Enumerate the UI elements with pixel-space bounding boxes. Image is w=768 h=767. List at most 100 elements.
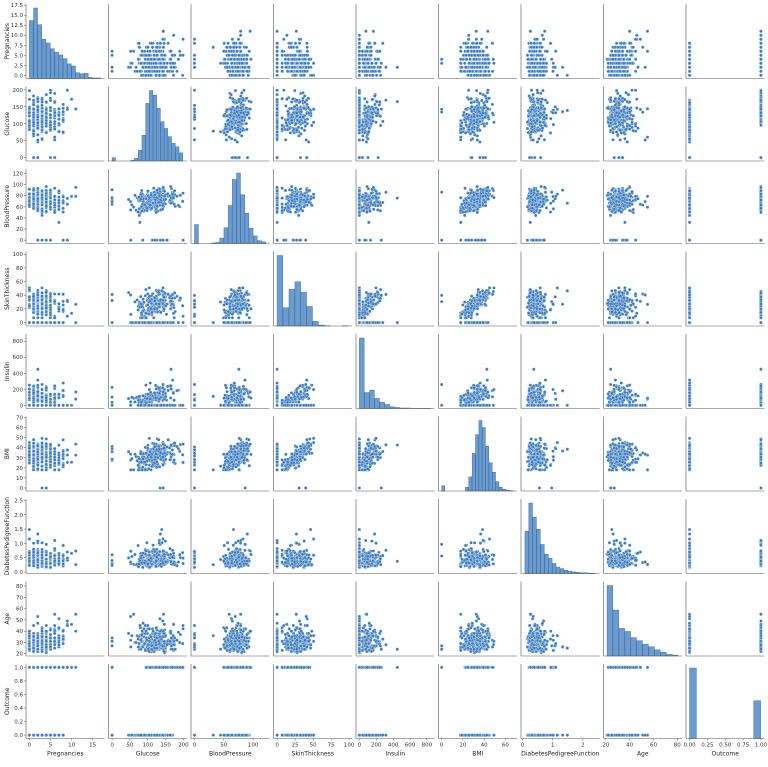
hist-bar <box>176 147 179 161</box>
scatter-point <box>172 34 175 37</box>
scatter-point <box>467 125 470 128</box>
hist-bar <box>80 74 84 79</box>
scatter-point <box>483 104 486 107</box>
scatter-point <box>487 70 490 73</box>
scatter-point <box>478 120 481 123</box>
scatter-point <box>171 192 174 195</box>
y-axis-label: BloodPressure <box>4 185 11 228</box>
scatter-point <box>49 196 52 199</box>
scatter-point <box>132 50 135 53</box>
hist-bar <box>153 95 156 161</box>
scatter-point <box>70 98 73 101</box>
scatter-point <box>45 185 48 188</box>
scatter-point <box>193 58 196 61</box>
hist-bar <box>164 128 167 161</box>
scatter-point <box>178 50 181 53</box>
scatter-point <box>45 239 48 242</box>
scatter-point <box>45 201 48 204</box>
scatter-point <box>644 66 647 69</box>
scatter-point <box>632 114 635 117</box>
scatter-point <box>181 192 184 195</box>
scatter-point <box>613 156 616 159</box>
scatter-point <box>470 97 473 100</box>
scatter-point <box>163 195 166 198</box>
panel-Pregnancies-vs-Glucose <box>109 4 188 79</box>
scatter-point <box>32 132 35 135</box>
scatter-point <box>193 89 196 92</box>
scatter-point <box>276 98 279 101</box>
scatter-point <box>623 137 626 140</box>
scatter-point <box>542 70 545 73</box>
scatter-point <box>307 58 310 61</box>
scatter-point <box>626 140 629 143</box>
scatter-point <box>635 106 638 109</box>
scatter-point <box>688 70 691 73</box>
scatter-point <box>32 189 35 192</box>
scatter-point <box>40 209 43 212</box>
scatter-point <box>156 46 159 49</box>
scatter-point <box>53 100 56 103</box>
scatter-point <box>630 89 633 92</box>
scatter-point <box>62 210 65 213</box>
scatter-point <box>143 62 146 65</box>
scatter-point <box>49 128 52 131</box>
scatter-point <box>281 66 284 69</box>
scatter-point <box>364 54 367 57</box>
scatter-point <box>293 105 296 108</box>
panel-BloodPressure-vs-Glucose <box>109 169 188 244</box>
scatter-point <box>485 66 488 69</box>
scatter-point <box>62 239 65 242</box>
scatter-point <box>358 34 361 37</box>
scatter-point <box>541 89 544 92</box>
scatter-point <box>526 120 529 123</box>
scatter-point <box>459 46 462 49</box>
scatter-point <box>468 70 471 73</box>
hist-bar <box>253 236 257 244</box>
scatter-point <box>380 108 383 111</box>
scatter-point <box>28 119 31 122</box>
scatter-point <box>66 108 69 111</box>
scatter-point <box>45 122 48 125</box>
scatter-point <box>541 66 544 69</box>
panel-BloodPressure-vs-BloodPressure <box>191 169 270 244</box>
scatter-point <box>556 74 559 77</box>
scatter-point <box>159 239 162 242</box>
scatter-point <box>464 42 467 45</box>
scatter-point <box>644 138 647 141</box>
scatter-point <box>537 114 540 117</box>
scatter-point <box>472 62 475 65</box>
scatter-point <box>759 120 762 123</box>
hist-bar <box>112 158 115 161</box>
scatter-point <box>482 156 485 159</box>
scatter-point <box>379 124 382 127</box>
y-tick-label: 40 <box>16 216 23 222</box>
scatter-point <box>628 30 631 33</box>
scatter-point <box>110 196 113 199</box>
scatter-point <box>485 46 488 49</box>
scatter-point <box>66 203 69 206</box>
scatter-point <box>688 114 691 117</box>
scatter-point <box>300 110 303 113</box>
scatter-point <box>295 30 298 33</box>
scatter-point <box>36 108 39 111</box>
scatter-point <box>365 70 368 73</box>
scatter-point <box>149 74 152 77</box>
scatter-point <box>485 122 488 125</box>
scatter-point <box>530 98 533 101</box>
scatter-point <box>536 140 539 143</box>
scatter-point <box>759 114 762 117</box>
scatter-point <box>536 89 539 92</box>
scatter-point <box>141 239 144 242</box>
scatter-point <box>620 42 623 45</box>
scatter-point <box>619 129 622 132</box>
scatter-point <box>299 156 302 159</box>
scatter-point <box>230 93 233 96</box>
scatter-point <box>299 66 302 69</box>
scatter-point <box>374 121 377 124</box>
scatter-point <box>688 58 691 61</box>
scatter-point <box>634 58 637 61</box>
scatter-point <box>177 204 180 207</box>
scatter-point <box>370 111 373 114</box>
scatter-point <box>294 54 297 57</box>
scatter-point <box>476 114 479 117</box>
